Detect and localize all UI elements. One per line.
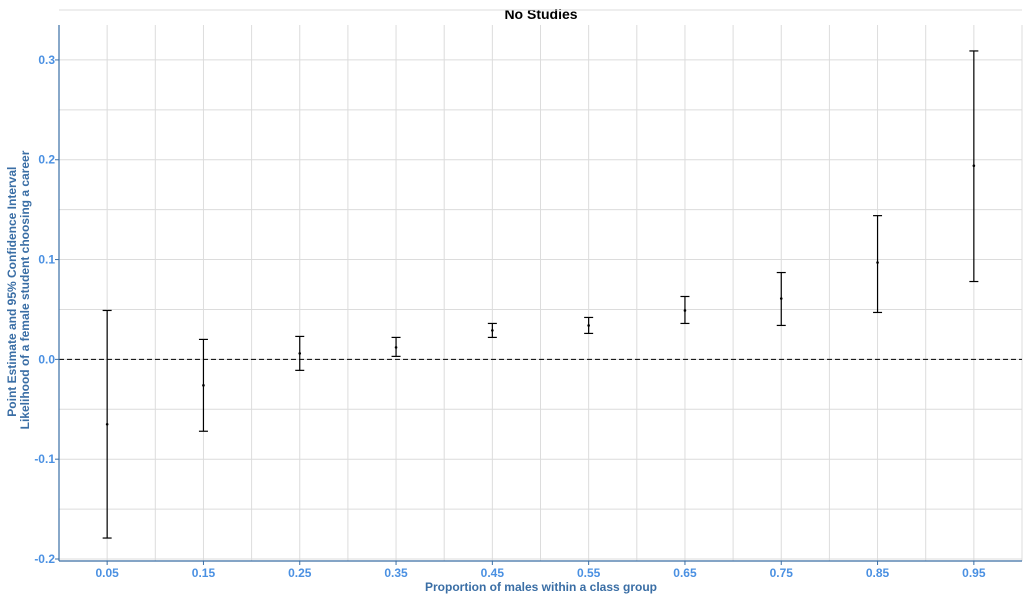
- point-estimate: [105, 422, 109, 426]
- error-bar-0.05: [102, 309, 112, 539]
- axes: [55, 25, 1022, 565]
- error-bar-0.65: [680, 295, 690, 325]
- point-estimate: [876, 261, 879, 264]
- error-bar-0.35: [391, 336, 401, 357]
- x-tick-label: 0.05: [95, 566, 119, 580]
- error-bar-0.45: [487, 322, 497, 339]
- y-axis-label-line-2: Likelihood of a female student choosing …: [18, 150, 32, 429]
- y-tick-label: -0.2: [34, 552, 55, 566]
- x-tick-label: 0.55: [577, 566, 601, 580]
- error-bar-0.75: [776, 271, 786, 327]
- x-tick-label: 0.65: [673, 566, 697, 580]
- point-estimate: [394, 346, 398, 349]
- x-tick-label: 0.85: [866, 566, 890, 580]
- error-bar-0.55: [584, 316, 594, 335]
- y-tick-labels: -0.2 -0.1 0.0 0.1 0.2 0.3: [34, 53, 55, 566]
- error-bars: [102, 50, 979, 539]
- y-tick-label: -0.1: [34, 452, 55, 466]
- point-estimate: [298, 352, 302, 355]
- x-tick-labels: 0.05 0.15 0.25 0.35 0.45 0.55 0.65 0.75 0.85 0.95: [95, 566, 985, 580]
- point-estimate: [587, 324, 590, 327]
- point-estimate: [683, 309, 687, 312]
- error-bar-0.15: [198, 338, 208, 432]
- point-estimate: [972, 164, 976, 168]
- x-tick-label: 0.75: [770, 566, 794, 580]
- point-estimate: [202, 384, 205, 387]
- y-tick-label: 0.3: [38, 53, 55, 67]
- x-tick-label: 0.15: [192, 566, 216, 580]
- y-tick-label: 0.0: [38, 352, 55, 366]
- y-tick-label: 0.2: [38, 153, 55, 167]
- x-axis-label: Proportion of males within a class group: [425, 580, 657, 594]
- grid-lines: [58, 9, 1023, 561]
- point-estimate: [779, 297, 783, 300]
- y-axis-label-line-1: Point Estimate and 95% Confidence Interv…: [5, 167, 19, 417]
- x-tick-label: 0.35: [384, 566, 408, 580]
- chart-title: No Studies: [504, 6, 577, 22]
- error-bar-0.85: [873, 215, 883, 314]
- x-tick-label: 0.45: [481, 566, 505, 580]
- error-bar-0.95: [969, 50, 979, 283]
- point-estimate: [491, 329, 494, 332]
- y-axis-label: Point Estimate and 95% Confidence Interv…: [5, 150, 32, 429]
- x-tick-label: 0.95: [962, 566, 986, 580]
- error-bar-0.25: [295, 335, 305, 371]
- x-tick-label: 0.25: [288, 566, 312, 580]
- y-tick-label: 0.1: [38, 253, 55, 267]
